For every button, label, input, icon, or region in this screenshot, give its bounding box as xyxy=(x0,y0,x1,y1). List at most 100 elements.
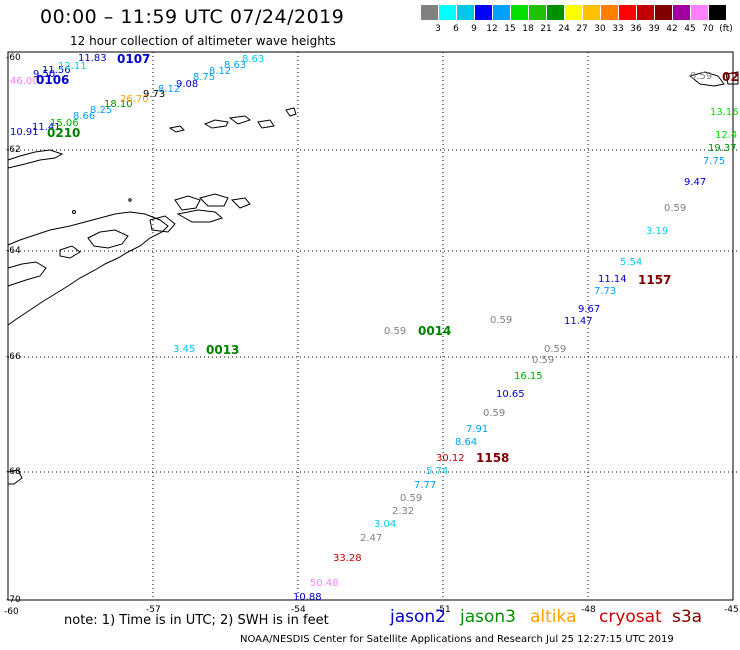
pass-time-label: 0013 xyxy=(206,343,240,357)
lat-label: -60 xyxy=(6,53,21,63)
colorbar-tick: 27 xyxy=(576,24,588,34)
pass-time-label: 0014 xyxy=(418,324,452,338)
wave-height-label: 9.08 xyxy=(176,79,199,90)
lat-label: -70 xyxy=(6,595,21,605)
colorbar-swatch xyxy=(709,5,726,20)
wave-height-label: 30.12 xyxy=(436,453,465,464)
colorbar-swatch xyxy=(529,5,546,20)
wave-height-label: 0.59 xyxy=(664,203,687,214)
credit-text: NOAA/NESDIS Center for Satellite Applica… xyxy=(240,634,674,645)
lon-label: -57 xyxy=(146,605,161,615)
wave-height-label: 0.59 xyxy=(483,408,506,419)
note-text: note: 1) Time is in UTC; 2) SWH is in fe… xyxy=(64,613,329,628)
wave-height-label: 13.16 xyxy=(710,107,739,118)
colorbar-swatch xyxy=(547,5,564,20)
wave-height-label: 3.04 xyxy=(374,519,397,530)
lon-labels: -60 -57 -54 -51 -48 -45 xyxy=(4,605,739,617)
page-title: 00:00 – 11:59 UTC 07/24/2019 xyxy=(40,6,345,28)
wave-height-label: 7.73 xyxy=(594,286,617,297)
wave-height-label: 0.59 xyxy=(400,493,423,504)
wave-height-label: 8.25 xyxy=(90,105,113,116)
legend-altika: altika xyxy=(530,607,577,627)
colorbar-tick: 36 xyxy=(630,24,642,34)
wave-height-label: 0.59 xyxy=(544,344,567,355)
wave-height-label: 8.12 xyxy=(209,66,232,77)
colorbar-swatch xyxy=(565,5,582,20)
colorbar-swatch xyxy=(583,5,600,20)
colorbar-tick: 24 xyxy=(558,24,570,34)
wave-height-label: 10.65 xyxy=(496,389,525,400)
colorbar-tick: 6 xyxy=(453,24,459,34)
colorbar-swatch xyxy=(673,5,690,20)
wave-height-label: 5.54 xyxy=(620,257,643,268)
wave-height-label: 11.47 xyxy=(564,316,593,327)
wave-height-label: 5.74 xyxy=(426,466,449,477)
colorbar-swatch xyxy=(439,5,456,20)
wave-height-label: 7.77 xyxy=(414,480,437,491)
wave-height-label: 10.91 xyxy=(10,127,39,138)
colorbar-swatch xyxy=(511,5,528,20)
wave-height-label: 12.11 xyxy=(58,61,87,72)
wave-height-label: 18.10 xyxy=(104,99,133,110)
pass-time-label: 1158 xyxy=(476,451,510,465)
colorbar-swatch xyxy=(493,5,510,20)
wave-height-label: 2.32 xyxy=(392,506,415,517)
legend-jason2: jason2 xyxy=(390,607,446,627)
wave-height-label: 9.50 xyxy=(33,69,56,80)
wave-height-label: 3.19 xyxy=(646,226,669,237)
colorbar-tick: 33 xyxy=(612,24,624,34)
lat-label: -62 xyxy=(6,145,21,155)
wave-height-label: 0.59 xyxy=(490,315,513,326)
colorbar-swatch xyxy=(637,5,654,20)
lat-label: -68 xyxy=(6,467,21,477)
wave-height-label: 11.14 xyxy=(598,274,627,285)
wave-height-label: 50.48 xyxy=(310,578,339,589)
colorbar-tick: 45 xyxy=(684,24,696,34)
wave-height-label: 0.59 xyxy=(384,326,407,337)
lon-label: -51 xyxy=(436,605,451,615)
wave-height-label: 3.45 xyxy=(173,344,196,355)
colorbar-tick: 3 xyxy=(435,24,441,34)
wave-height-label: 12.4 xyxy=(715,130,738,141)
wave-height-label: 10.88 xyxy=(293,592,322,603)
wave-height-label: 19.37 xyxy=(708,143,737,154)
lon-label: -48 xyxy=(581,605,596,615)
pass-time-label: 0210 xyxy=(47,126,81,140)
lat-label: -66 xyxy=(6,352,21,362)
wave-height-label: 8.75 xyxy=(193,72,216,83)
wave-height-label: 8.64 xyxy=(455,437,478,448)
colorbar-tick: 12 xyxy=(486,24,498,34)
colorbar-tick: 30 xyxy=(594,24,606,34)
wave-height-label: 8.12 xyxy=(158,84,181,95)
wave-height-label: 11.56 xyxy=(42,65,71,76)
wave-height-label: 11.83 xyxy=(78,53,107,64)
colorbar-tick: 18 xyxy=(522,24,534,34)
colorbar-swatch xyxy=(475,5,492,20)
wave-height-label: 33.28 xyxy=(333,553,362,564)
wave-height-label: 11.41 xyxy=(32,122,61,133)
pass-time-label: 0106 xyxy=(36,73,70,87)
colorbar-swatch xyxy=(457,5,474,20)
colorbar-tick: (ft) xyxy=(719,24,733,34)
grid-lines xyxy=(8,52,738,600)
colorbar-swatch xyxy=(421,5,438,20)
wave-height-label: 7.75 xyxy=(703,156,726,167)
map-frame xyxy=(7,51,734,601)
lat-labels: -60 -62 -64 -66 -68 -70 xyxy=(6,53,21,605)
coastlines xyxy=(7,71,739,485)
colorbar-swatch xyxy=(655,5,672,20)
legend-s3a: s3a xyxy=(672,607,703,627)
wave-height-label: 8.63 xyxy=(242,54,265,65)
wave-height-label: 9.67 xyxy=(578,304,601,315)
wave-height-label: 26.70 xyxy=(120,94,149,105)
colorbar-tick: 9 xyxy=(471,24,477,34)
colorbar-tick: 70 xyxy=(702,24,714,34)
wave-height-label: 2.47 xyxy=(360,533,383,544)
pass-time-label: 0107 xyxy=(117,52,151,66)
wave-height-label: 8.63 xyxy=(224,60,247,71)
legend-jason3: jason3 xyxy=(460,607,516,627)
wave-height-label: 0.59 xyxy=(532,355,555,366)
wave-height-label: 9.73 xyxy=(143,89,166,100)
wave-height-label: 0.59 xyxy=(690,71,713,82)
